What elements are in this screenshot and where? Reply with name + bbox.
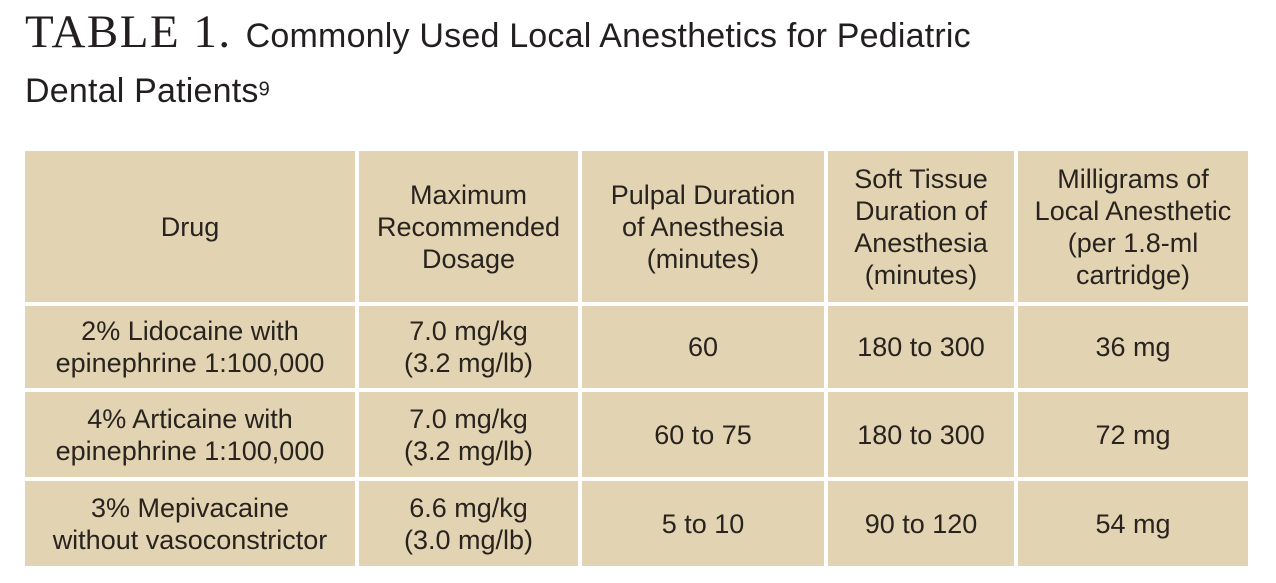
cell-mepivacaine-dosage: 6.6 mg/kg (3.0 mg/lb) [359,481,578,566]
table-title-text-continued: Dental Patients [25,72,259,110]
header-cell-drug: Drug [25,151,355,302]
header-cell-max-dosage: Maximum Recommended Dosage [359,151,578,302]
table-title-line1: TABLE 1. Commonly Used Local Anesthetics … [25,6,1205,69]
reference-superscript: 9 [258,78,270,101]
cell-lidocaine-dosage: 7.0 mg/kg (3.2 mg/lb) [359,306,578,388]
cell-lidocaine-drug: 2% Lidocaine with epinephrine 1:100,000 [25,306,355,388]
table-number-label: TABLE 1. [25,6,232,58]
cell-lidocaine-pulpal: 60 [582,306,824,388]
cell-articaine-mg: 72 mg [1018,392,1248,477]
cell-mepivacaine-mg: 54 mg [1018,481,1248,566]
table-title-text: Commonly Used Local Anesthetics for Pedi… [245,17,971,55]
cell-mepivacaine-soft-tissue: 90 to 120 [828,481,1014,566]
cell-articaine-drug: 4% Articaine with epinephrine 1:100,000 [25,392,355,477]
cell-lidocaine-mg: 36 mg [1018,306,1248,388]
cell-articaine-pulpal: 60 to 75 [582,392,824,477]
anesthetics-table: Drug Maximum Recommended Dosage Pulpal D… [25,151,1248,566]
header-cell-soft-tissue-duration: Soft Tissue Duration of Anesthesia (minu… [828,151,1014,302]
header-cell-pulpal-duration: Pulpal Duration of Anesthesia (minutes) [582,151,824,302]
cell-articaine-soft-tissue: 180 to 300 [828,392,1014,477]
header-cell-milligrams: Milligrams of Local Anesthetic (per 1.8-… [1018,151,1248,302]
cell-mepivacaine-drug: 3% Mepivacaine without vasoconstrictor [25,481,355,566]
table-title: TABLE 1. Commonly Used Local Anesthetics … [25,6,1205,118]
cell-lidocaine-soft-tissue: 180 to 300 [828,306,1014,388]
table-title-line2: Dental Patients9 [25,71,1205,118]
cell-mepivacaine-pulpal: 5 to 10 [582,481,824,566]
cell-articaine-dosage: 7.0 mg/kg (3.2 mg/lb) [359,392,578,477]
